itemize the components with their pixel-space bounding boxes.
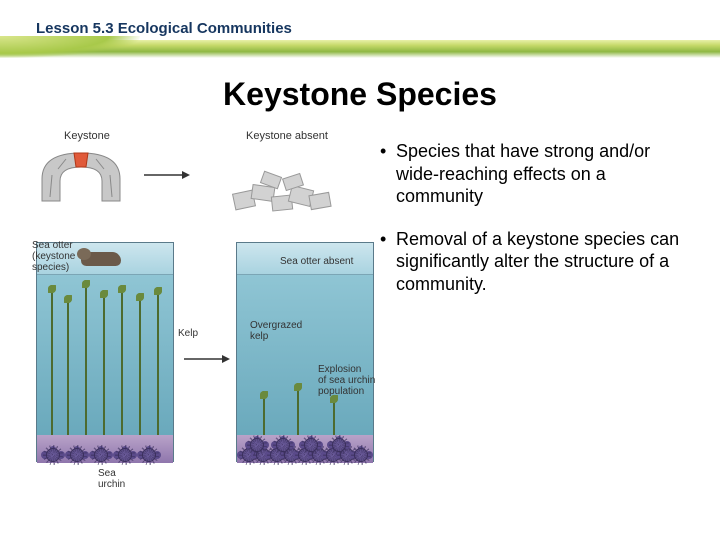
slide-title: Keystone Species [0,76,720,113]
water-body [237,275,373,435]
sea-floor [237,435,373,463]
sea-otter-label: Sea otter (keystone species) [32,240,102,273]
sea-floor [37,435,173,463]
arch-diagram: Keystone Keystone absent [36,130,366,225]
water-body [37,275,173,435]
arrow-icon [144,168,190,180]
bullet-list: Species that have strong and/or wide-rea… [380,140,690,315]
aquarium-diagram: Sea otter (keystone species) Kelp Sea ur… [36,242,376,502]
keystone-absent-label: Keystone absent [246,130,328,142]
bullet-item: Removal of a keystone species can signif… [380,228,690,296]
label-text: Sea otter [32,240,73,251]
arch-collapsed-icon [226,152,346,217]
kelp-label: Kelp [178,328,198,339]
urchin-label: Sea urchin [98,468,125,490]
aquarium-no-otter [236,242,374,462]
bullet-item: Species that have strong and/or wide-rea… [380,140,690,208]
lesson-label: Lesson 5.3 Ecological Communities [36,20,292,37]
header-band: Lesson 5.3 Ecological Communities [0,0,720,58]
arch-with-keystone-icon [36,145,126,203]
keystone-label: Keystone [64,130,110,142]
label-sub: (keystone species) [32,251,75,273]
explosion-label: Explosion of sea urchin population [318,364,378,397]
overgrazed-label: Overgrazed kelp [250,320,302,342]
aquarium-with-otter [36,242,174,462]
arrow-icon [184,352,230,364]
otter-absent-label: Sea otter absent [280,256,353,267]
